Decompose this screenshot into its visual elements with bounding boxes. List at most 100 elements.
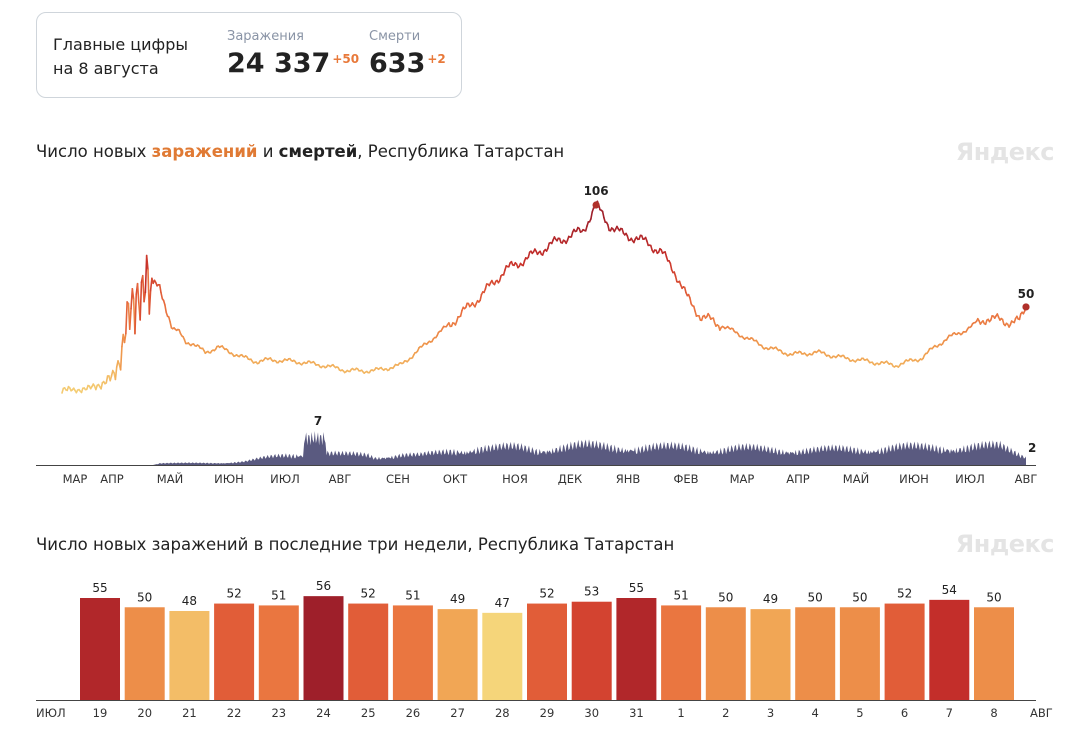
infections-line-segment [160,291,164,300]
bar [571,601,612,700]
summary-card: Главные цифры на 8 августа Заражения 24 … [36,12,462,98]
infections-line-segment [484,283,488,290]
infections-line-segment [131,287,135,301]
infections-line-segment [119,345,123,371]
infections-line-segment [694,310,698,317]
infections-line-segment [547,242,551,250]
bar-value-label: 47 [495,596,510,610]
bar-value-label: 55 [92,581,107,595]
x-tick-label: ФЕВ [673,472,698,486]
bar-value-label: 51 [405,588,420,602]
bar-value-label: 50 [808,590,823,604]
x-tick-label: МАЙ [843,471,869,486]
infections-line-segment [590,211,594,220]
infections-line-segment [650,244,653,252]
bar-end-month-label: АВГ [1030,706,1053,720]
infections-peak-label: 106 [584,184,609,198]
bar-value-label: 48 [182,594,197,608]
x-tick-label: АПР [100,472,124,486]
bar-value-label: 54 [942,583,957,597]
deaths-last-label: 2 [1028,441,1036,455]
infections-line-segment [674,275,678,283]
infections-line-segment [570,231,574,238]
infections-line-segment [1018,313,1022,321]
bar-value-label: 51 [271,588,286,602]
chart1-title: Число новых заражений и смертей, Республ… [36,142,565,161]
x-tick-label: ОКТ [443,472,468,486]
bar [482,612,523,700]
infections-line-segment [164,304,168,314]
infections-line-segment [105,375,109,384]
bar-category-label: 4 [812,706,819,720]
infections-line-segment [502,269,506,276]
yandex-logo-1: Яндекс [955,138,1055,166]
bar [392,605,433,700]
infections-line-segment [109,375,113,382]
bar-category-label: 25 [361,706,376,720]
infections-line-segment [584,225,588,232]
infections-line-segment [712,317,716,324]
infections-line-segment [607,223,610,232]
yandex-logo-2: Яндекс [955,530,1055,558]
infections-value: 24 337 [227,48,331,79]
infections-line-segment [689,297,693,305]
bar-value-label: 50 [852,590,867,604]
x-tick-label: ИЮН [214,472,244,486]
bar [303,596,344,700]
infections-line-segment [125,301,128,335]
bar-value-label: 52 [361,587,376,601]
bar-category-label: 28 [495,706,510,720]
x-tick-label: ИЮН [899,472,929,486]
x-tick-label: ИЮЛ [955,472,985,486]
infections-line-segment [128,307,132,331]
bar-category-label: 29 [540,706,555,720]
bar [214,603,255,700]
bar-category-label: 6 [901,706,908,720]
infections-line-segment [114,366,118,381]
deaths-area [62,431,1026,465]
infections-line-segment [141,274,145,303]
x-tick-label: МАР [63,472,88,486]
bar-start-month-label: ИЮЛ [36,706,66,720]
chart2-title: Число новых заражений в последние три не… [36,535,675,554]
infections-line-segment [148,289,152,315]
x-tick-label: ИЮЛ [270,472,300,486]
bar-category-label: 21 [182,706,197,720]
bar [750,609,791,700]
infections-line-segment [479,293,483,302]
infections-last-label: 50 [1018,287,1035,301]
bar-category-label: 27 [450,706,465,720]
bar-category-label: 31 [629,706,644,720]
infections-line-segment [459,309,463,317]
bar [124,607,165,700]
bar-category-label: 3 [767,706,774,720]
x-tick-label: МАЙ [157,471,183,486]
infections-line-segment [664,251,668,258]
bar [437,609,478,700]
bar-value-label: 50 [137,590,152,604]
infections-stat: Заражения 24 337 +50 [227,29,359,79]
infections-line-segment [123,332,127,344]
bar [169,610,210,700]
bar-category-label: 22 [227,706,242,720]
infections-caption: Заражения [227,29,304,44]
infections-last-point [1022,303,1030,311]
infections-line-segment [527,251,531,259]
bar-value-label: 52 [539,587,554,601]
deaths-series: 72 [62,414,1036,465]
bar [661,605,702,700]
infections-delta: +50 [332,52,360,66]
bar [705,607,746,700]
infections-line-segment [683,286,687,294]
bar-category-label: 5 [856,706,863,720]
bar [258,605,299,700]
infections-line-segment [145,254,149,271]
infections-line-segment [139,281,143,321]
x-tick-label: ЯНВ [616,472,641,486]
deaths-peak-label: 7 [314,414,322,428]
bar [884,603,925,700]
bar [974,607,1014,700]
bar [616,598,657,700]
